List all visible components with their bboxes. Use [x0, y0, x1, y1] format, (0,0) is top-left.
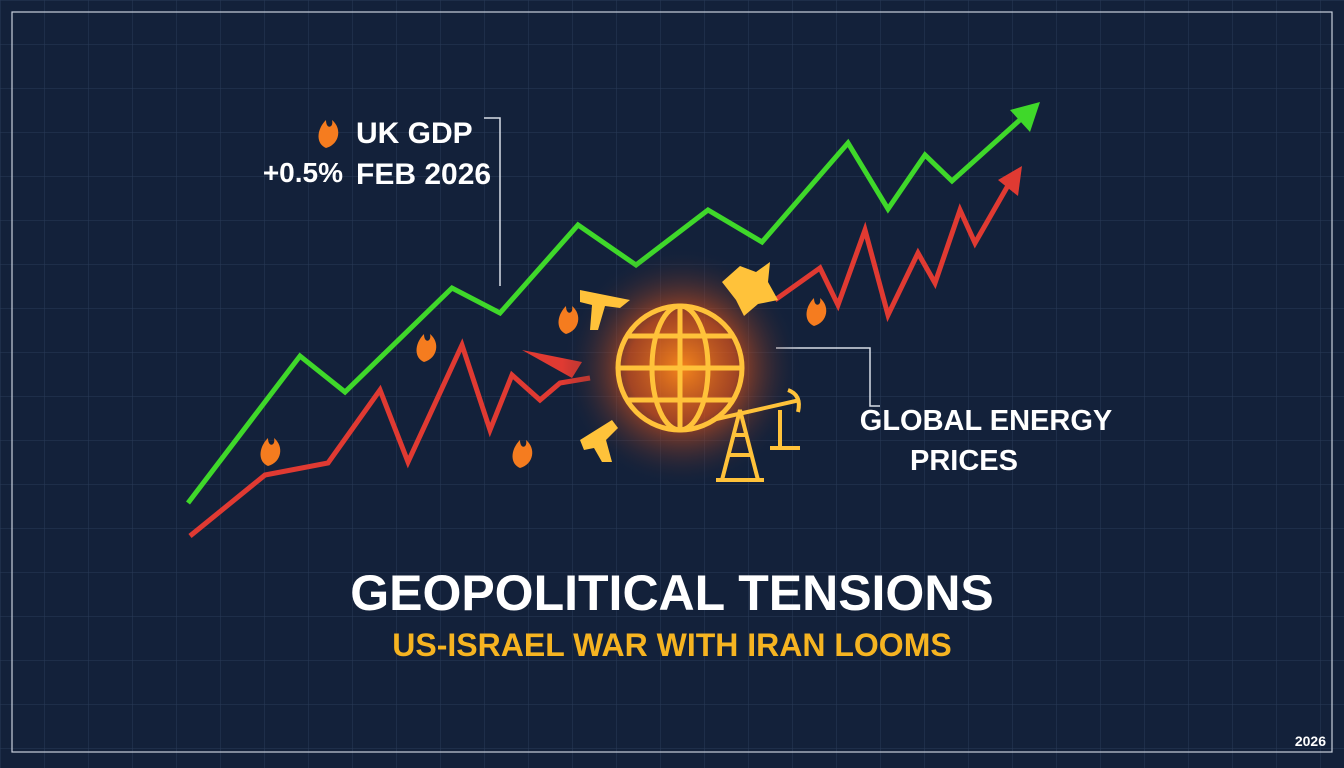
connector [484, 117, 501, 286]
subtitle: US-ISRAEL WAR WITH IRAN LOOMS [392, 627, 951, 663]
connector [776, 347, 880, 407]
energy-label: PRICES [910, 445, 1018, 477]
footer-year: 2026 [1295, 733, 1326, 749]
frame [11, 11, 1333, 753]
arrowhead [1010, 102, 1040, 132]
globe-icon [615, 303, 745, 433]
arrowhead [998, 166, 1022, 196]
growth-line [186, 116, 1024, 505]
energy-line [188, 338, 591, 538]
gdp-change: +0.5% [263, 157, 343, 188]
jet-icon [580, 290, 630, 330]
gdp-label: UK GDP [356, 117, 473, 150]
jet-icon [580, 420, 618, 462]
gdp-date: FEB 2026 [356, 158, 491, 191]
energy-line [773, 180, 1013, 323]
title: GEOPOLITICAL TENSIONS [350, 565, 994, 621]
explosion-icon [722, 262, 778, 316]
oil-rig-icon [711, 388, 801, 482]
flame-icons [260, 120, 827, 468]
energy-label: GLOBAL ENERGY [860, 405, 1112, 437]
